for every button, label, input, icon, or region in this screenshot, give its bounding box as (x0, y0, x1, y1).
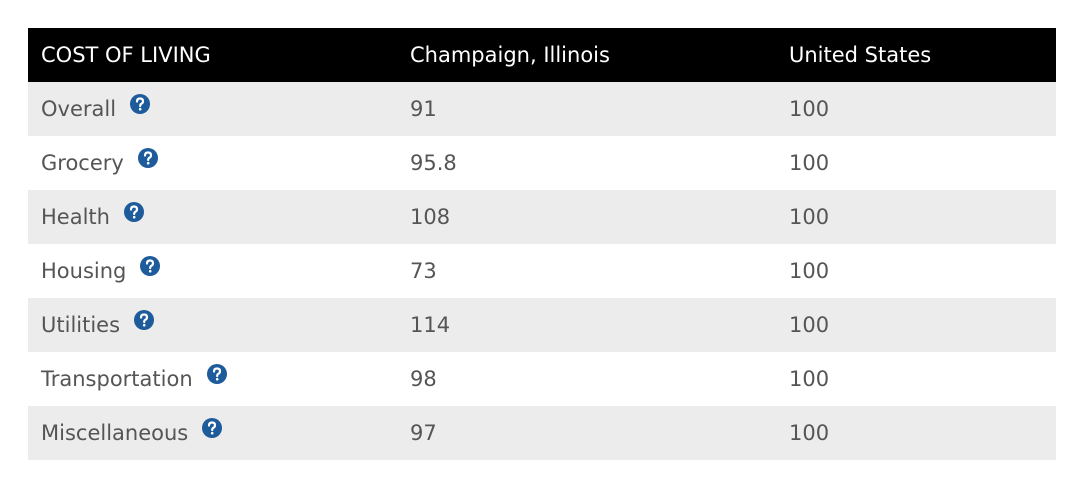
help-icon[interactable] (137, 148, 158, 168)
cost-table: COST OF LIVING Champaign, Illinois Unite… (28, 28, 1056, 460)
row-value: 100 (789, 136, 829, 190)
header-cell: Champaign, Illinois (410, 43, 610, 67)
cell-text: Housing (41, 259, 127, 283)
cell-text: 97 (410, 421, 437, 445)
help-dot (142, 323, 146, 327)
help-dot (132, 215, 136, 219)
cell-text: 91 (410, 97, 437, 121)
help-icon[interactable] (134, 310, 155, 330)
cell-text: 100 (789, 151, 830, 175)
row-value: 114 (410, 298, 450, 352)
help-glyph (212, 367, 221, 378)
row-label: Housing (41, 244, 161, 298)
cell-text: 100 (789, 421, 830, 445)
help-dot (146, 161, 150, 165)
help-icon[interactable] (202, 418, 223, 438)
row-value: 100 (789, 82, 829, 136)
table-header: COST OF LIVING Champaign, Illinois Unite… (28, 28, 1056, 82)
cell-text: 108 (410, 205, 451, 229)
cell-text: 100 (789, 97, 830, 121)
header-cell: COST OF LIVING (41, 43, 211, 67)
row-value: 100 (789, 190, 829, 244)
row-value: 98 (410, 352, 437, 406)
cell-text: Overall (41, 97, 117, 121)
cell-text: Transportation (41, 367, 193, 391)
row-value: 100 (789, 406, 829, 460)
cell-text: Utilities (41, 313, 121, 337)
cell-text: 73 (410, 259, 437, 283)
cell-text: 98 (410, 367, 437, 391)
help-glyph (143, 151, 152, 162)
cell-text: Health (41, 205, 110, 229)
help-glyph (146, 259, 155, 270)
help-dot (138, 107, 142, 111)
cell-text: 95.8 (410, 151, 457, 175)
row-label: Overall (41, 82, 151, 136)
row-value: 100 (789, 352, 829, 406)
table-row: Health 108 100 (28, 190, 1056, 244)
row-value: 108 (410, 190, 450, 244)
cell-text: 100 (789, 259, 830, 283)
help-icon[interactable] (130, 94, 151, 114)
row-label: Miscellaneous (41, 406, 223, 460)
help-glyph (135, 97, 145, 108)
row-label: Transportation (41, 352, 227, 406)
cell-text: Miscellaneous (41, 421, 189, 445)
row-value: 91 (410, 82, 437, 136)
table-row: Overall 91 100 (28, 82, 1056, 136)
header-cell: United States (789, 43, 932, 67)
table-row: Transportation 98 100 (28, 352, 1056, 406)
row-label: Health (41, 190, 144, 244)
table-row: Miscellaneous 97 100 (28, 406, 1056, 460)
help-dot (211, 431, 214, 435)
table-row: Utilities 114 100 (28, 298, 1056, 352)
cell-text: 100 (789, 313, 830, 337)
cell-text: 100 (789, 367, 830, 391)
cell-text: 100 (789, 205, 830, 229)
help-glyph (208, 421, 217, 432)
cell-text: Grocery (41, 151, 124, 175)
row-value: 73 (410, 244, 437, 298)
help-icon[interactable] (123, 202, 144, 222)
row-value: 100 (789, 244, 829, 298)
row-label: Grocery (41, 136, 158, 190)
help-icon[interactable] (140, 256, 161, 276)
help-glyph (139, 313, 149, 324)
help-glyph (129, 205, 139, 216)
table-row: Housing 73 100 (28, 244, 1056, 298)
cell-text: 114 (410, 313, 451, 337)
row-value: 95.8 (410, 136, 457, 190)
help-dot (215, 377, 219, 381)
row-label: Utilities (41, 298, 155, 352)
help-icon[interactable] (206, 364, 227, 384)
table-row: Grocery 95.8 100 (28, 136, 1056, 190)
row-value: 100 (789, 298, 829, 352)
row-value: 97 (410, 406, 437, 460)
help-dot (149, 269, 152, 273)
